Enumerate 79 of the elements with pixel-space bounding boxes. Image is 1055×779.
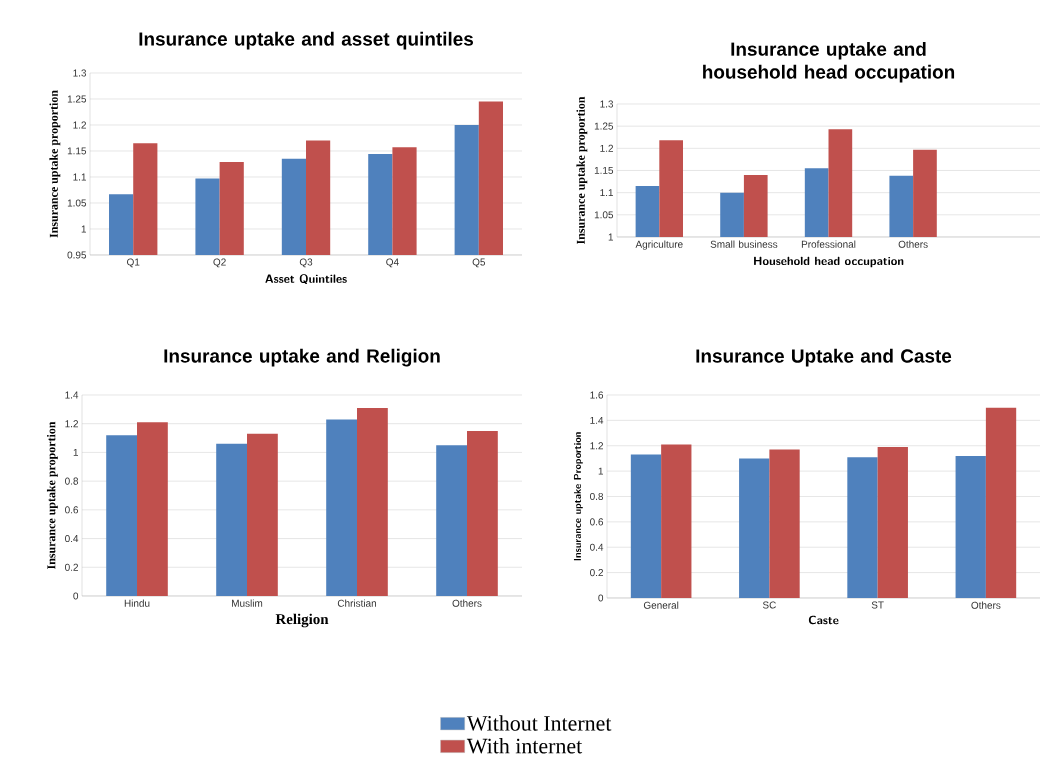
y-tick-label: 0.6 bbox=[65, 506, 79, 514]
bar bbox=[769, 449, 800, 598]
y-tick-label: 1.4 bbox=[65, 391, 79, 399]
bar bbox=[847, 457, 878, 598]
y-tick-label: 0 bbox=[73, 592, 79, 600]
y-tick-label: 1.25 bbox=[594, 122, 614, 130]
y-axis-title: Insurance uptake proportion bbox=[46, 421, 58, 570]
y-axis-title: Insurance uptake Proportion bbox=[573, 432, 583, 561]
y-tick-label: 1 bbox=[81, 225, 87, 233]
y-tick-label: 1.2 bbox=[65, 420, 78, 428]
x-tick-label: Others bbox=[898, 240, 928, 248]
y-tick-label: 1.1 bbox=[73, 173, 87, 181]
chart-title: Insurance uptake and household head occupation bbox=[703, 41, 955, 83]
x-axis-title: Asset Quintiles bbox=[265, 274, 347, 284]
bar bbox=[357, 407, 388, 596]
y-tick-label: 1.3 bbox=[600, 100, 614, 108]
y-tick-label: 1.6 bbox=[590, 391, 604, 399]
y-tick-label: 1.3 bbox=[73, 69, 87, 77]
bar bbox=[137, 422, 168, 596]
bar bbox=[326, 419, 358, 596]
y-tick-label: 1.15 bbox=[67, 147, 87, 155]
bar bbox=[436, 445, 468, 596]
bar bbox=[216, 443, 248, 596]
x-tick-label: Muslim bbox=[232, 599, 263, 607]
y-tick-label: 0.95 bbox=[67, 251, 87, 259]
y-axis-title: Insurance uptake proportion bbox=[49, 90, 61, 238]
y-tick-label: 1.2 bbox=[600, 144, 613, 152]
x-tick-label: Others bbox=[971, 601, 1001, 609]
y-tick-label: 0.4 bbox=[65, 535, 79, 543]
bar bbox=[739, 458, 770, 598]
y-tick-label: 1.15 bbox=[594, 167, 614, 174]
y-tick-label: 1 bbox=[73, 448, 79, 456]
y-tick-label: 0 bbox=[598, 594, 604, 602]
chart-title: Insurance uptake and Religion bbox=[164, 348, 440, 367]
legend-label: Without Internet bbox=[466, 715, 612, 731]
x-tick-label: Hindu bbox=[124, 599, 150, 607]
x-axis-title: Caste bbox=[808, 615, 839, 625]
x-axis-title: Household head occupation bbox=[754, 256, 904, 268]
bar bbox=[247, 433, 278, 596]
x-tick-label: Q2 bbox=[213, 258, 226, 268]
x-tick-label: General bbox=[643, 601, 679, 609]
bar bbox=[630, 454, 662, 598]
y-tick-label: 0.8 bbox=[590, 492, 604, 501]
x-tick-label: SC bbox=[762, 601, 776, 609]
x-tick-label: Q5 bbox=[472, 258, 486, 268]
y-tick-label: 1.05 bbox=[67, 199, 87, 207]
bar bbox=[955, 455, 986, 598]
x-tick-label: Professional bbox=[801, 240, 856, 248]
x-tick-label: Q4 bbox=[386, 258, 399, 268]
y-tick-label: 1 bbox=[598, 467, 604, 475]
x-tick-label: Christian bbox=[337, 599, 376, 607]
y-tick-label: 0.2 bbox=[590, 569, 603, 577]
bar bbox=[661, 444, 692, 598]
y-tick-label: 1.1 bbox=[600, 189, 614, 197]
y-tick-label: 1.2 bbox=[590, 442, 603, 450]
legend-label: With internet bbox=[466, 738, 583, 754]
x-tick-label: Q1 bbox=[127, 258, 140, 268]
y-tick-label: 1 bbox=[608, 233, 614, 241]
y-tick-label: 1.05 bbox=[594, 211, 614, 219]
bar bbox=[467, 430, 498, 596]
bar bbox=[877, 447, 908, 598]
chart-title: Insurance uptake and asset quintiles bbox=[139, 31, 473, 50]
x-tick-label: Q3 bbox=[299, 258, 313, 268]
y-tick-label: 0.8 bbox=[65, 477, 79, 485]
x-tick-label: Others bbox=[452, 599, 482, 607]
x-axis-title: Religion bbox=[275, 613, 329, 628]
y-tick-label: 1.25 bbox=[67, 95, 87, 103]
y-axis-title: Insurance uptake proportion bbox=[576, 96, 588, 245]
x-tick-label: Agriculture bbox=[635, 240, 683, 250]
bar bbox=[985, 407, 1017, 598]
chart-title: Insurance Uptake and Caste bbox=[696, 348, 952, 367]
y-tick-label: 1.2 bbox=[73, 121, 86, 129]
x-tick-label: ST bbox=[871, 601, 884, 609]
bar bbox=[106, 435, 138, 596]
y-tick-label: 1.4 bbox=[590, 416, 604, 424]
y-tick-label: 0.2 bbox=[65, 563, 78, 571]
x-tick-label: Small business bbox=[710, 240, 778, 248]
y-tick-label: 0.6 bbox=[590, 518, 604, 526]
y-tick-label: 0.4 bbox=[590, 543, 604, 551]
